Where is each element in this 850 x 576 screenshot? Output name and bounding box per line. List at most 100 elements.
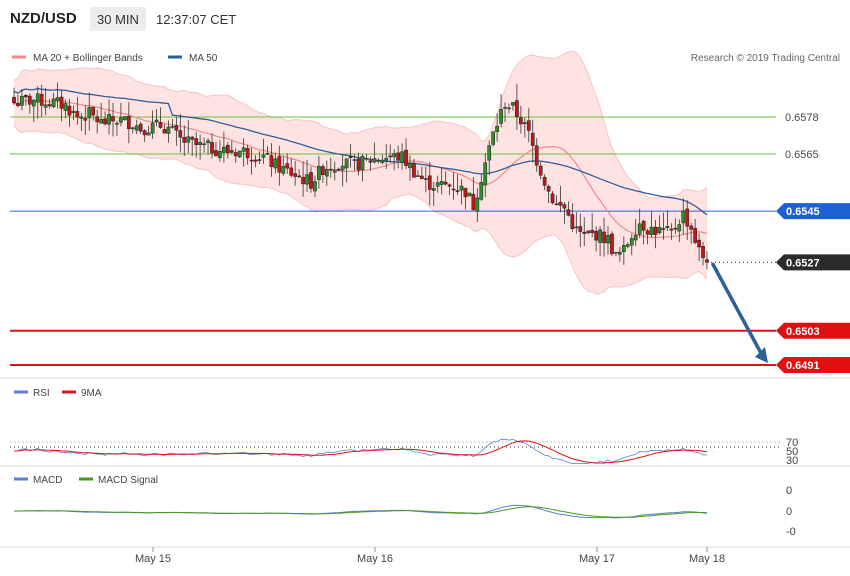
level-label-0.6565: 0.6565: [785, 149, 819, 161]
candle-body-down: [701, 246, 705, 259]
candle-body-down: [451, 188, 456, 191]
clock-label: 12:37:07 CET: [156, 12, 236, 27]
candle-body-down: [554, 203, 559, 206]
candle-body-down: [285, 163, 290, 169]
candle: [653, 219, 658, 249]
candle-body-down: [404, 149, 408, 166]
candle-body-up: [665, 226, 670, 228]
candle: [178, 114, 183, 153]
projection-arrow-shaft: [711, 262, 764, 357]
candle-body-up: [487, 145, 492, 161]
candle-body-down: [594, 230, 598, 241]
candle-body-down: [293, 173, 298, 177]
candle: [31, 99, 36, 123]
candle: [336, 167, 341, 172]
candle-body-down: [546, 186, 551, 192]
candle-body-up: [467, 192, 472, 197]
candle-body-up: [55, 97, 60, 101]
candle: [162, 124, 167, 134]
candle: [150, 110, 155, 139]
candle: [146, 125, 151, 136]
candle-body-up: [400, 151, 404, 163]
candle-body-down: [142, 130, 147, 136]
candle-body-down: [538, 165, 543, 176]
timeframe-badge[interactable]: [90, 7, 146, 31]
candle-body-up: [51, 98, 56, 108]
candle: [499, 94, 503, 128]
candle-body-up: [380, 159, 385, 163]
date-label-may17: May 17: [579, 553, 615, 565]
candle-body-up: [479, 182, 484, 200]
candle: [293, 160, 298, 186]
candle-body-up: [416, 175, 420, 177]
candle: [530, 119, 535, 163]
candle-body-up: [281, 166, 286, 174]
candle: [237, 150, 242, 159]
candle: [408, 155, 412, 181]
candle: [194, 131, 199, 158]
candlesticks: [12, 82, 709, 270]
candle: [463, 187, 468, 210]
candle-body-down: [455, 190, 460, 192]
candle-body-down: [356, 158, 361, 171]
projection-arrow: [711, 262, 768, 363]
candle-body-up: [649, 226, 654, 235]
candle-body-up: [35, 93, 40, 103]
candle-body-down: [103, 118, 107, 125]
legend-label-bollinger: MA 20 + Bollinger Bands: [33, 53, 143, 64]
candle: [119, 102, 123, 127]
candle: [598, 226, 602, 257]
candle-body-down: [602, 231, 606, 244]
price-tag-support: [776, 322, 850, 339]
candle-body-up: [408, 162, 412, 169]
candle-body-down: [24, 95, 28, 98]
candle: [51, 92, 56, 109]
candle-body-down: [190, 136, 195, 140]
candle-body-down: [253, 159, 258, 162]
candle: [705, 251, 709, 270]
candle-body-up: [618, 251, 622, 255]
candle-body-down: [12, 96, 16, 104]
candle: [352, 154, 357, 171]
candle: [269, 143, 274, 177]
candle: [210, 133, 214, 159]
candle-body-down: [309, 172, 313, 189]
candle-body-up: [621, 245, 626, 253]
candle: [202, 137, 206, 153]
candle: [27, 93, 32, 114]
candle: [625, 242, 630, 249]
candle: [206, 138, 210, 155]
macd-signal-line: [14, 506, 708, 518]
date-label-may16: May 16: [357, 553, 393, 565]
candle-body-down: [321, 166, 325, 175]
candle: [681, 198, 686, 235]
candle-body-down: [111, 116, 115, 122]
candle-body-up: [87, 107, 92, 119]
candle: [95, 109, 100, 134]
macd-tick-upper: 0: [786, 485, 792, 497]
candle: [431, 181, 436, 207]
candle: [321, 163, 325, 183]
legend-label-rsi: RSI: [33, 388, 50, 399]
candle: [562, 202, 567, 224]
candle: [384, 144, 389, 169]
candle: [182, 125, 187, 156]
projection-arrow-head: [755, 347, 768, 363]
candle: [550, 190, 555, 205]
date-axis: May 15 May 16 May 17 May 18: [135, 547, 725, 565]
candle: [661, 212, 666, 240]
candle-body-down: [685, 208, 690, 227]
candle: [134, 119, 139, 135]
candle-body-up: [431, 188, 436, 191]
candle-body-down: [348, 156, 353, 158]
candle-body-down: [530, 132, 535, 146]
candle: [507, 103, 511, 114]
candle-body-up: [360, 155, 365, 170]
candle: [12, 87, 16, 105]
legend-label-ma50: MA 50: [189, 53, 218, 64]
candle: [198, 134, 202, 160]
candle: [515, 83, 519, 130]
candle: [158, 107, 163, 129]
candle-body-down: [661, 228, 666, 230]
candle: [427, 162, 432, 206]
